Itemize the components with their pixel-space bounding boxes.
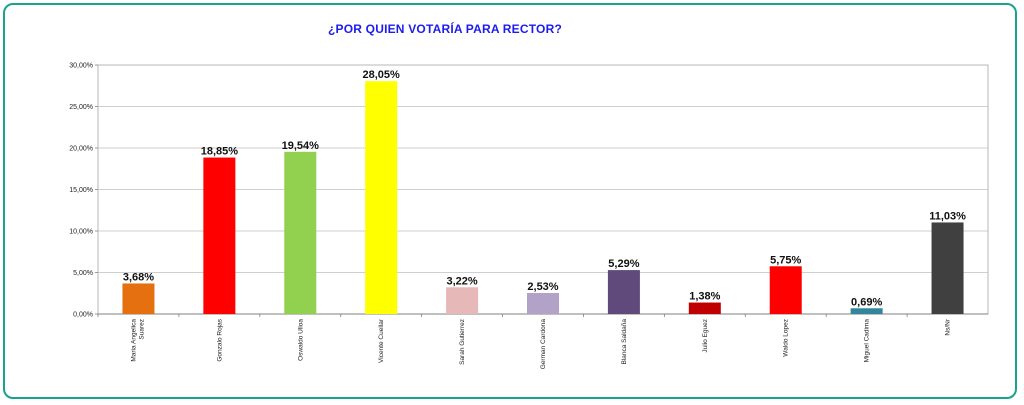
category-label: Julio Eguez — [702, 319, 709, 353]
bar — [122, 283, 155, 314]
category-label: German Cardona — [540, 319, 547, 370]
data-label: 18,85% — [201, 146, 239, 158]
category-label: Maria AngelicaSuarez — [130, 319, 145, 362]
category-label: Ns/Nr — [945, 318, 952, 335]
category-label-line: Waldo Lopez — [783, 319, 790, 357]
bar — [527, 293, 559, 314]
category-label: Gonzalo Rojas — [216, 318, 223, 361]
bar — [203, 157, 236, 314]
category-label: Waldo Lopez — [783, 319, 790, 357]
category-label: Oswaldo Ulloa — [297, 319, 304, 361]
y-tick-label: 20,00% — [69, 146, 93, 153]
bar — [931, 222, 964, 314]
category-label-line: Blanca Saldaña — [621, 319, 628, 365]
chart-title: ¿POR QUIEN VOTARÍA PARA RECTOR? — [328, 22, 562, 36]
category-label-line: German Cardona — [540, 319, 547, 370]
data-label: 11,03% — [929, 210, 966, 222]
category-label-line: Julio Eguez — [702, 319, 709, 353]
category-label: Vicente Cuellar — [378, 318, 385, 363]
data-label: 1,38% — [689, 291, 720, 303]
bar — [365, 81, 398, 314]
data-label: 19,54% — [282, 140, 320, 152]
category-label-line: Miguel Cadima — [864, 319, 871, 363]
bar — [850, 308, 883, 314]
y-tick-label: 30,00% — [69, 63, 93, 70]
y-tick-label: 0,00% — [73, 312, 93, 319]
category-label-line: Ns/Nr — [945, 318, 952, 335]
data-label: 5,75% — [770, 254, 801, 266]
category-label-line: Oswaldo Ulloa — [297, 319, 304, 361]
category-label-line: Suarez — [138, 319, 145, 340]
category-label: Miguel Cadima — [864, 319, 871, 363]
y-tick-label: 15,00% — [69, 187, 93, 194]
bar — [769, 266, 802, 314]
data-label: 2,53% — [527, 281, 558, 293]
y-tick-label: 10,00% — [69, 229, 93, 236]
bar — [688, 302, 721, 314]
category-label: Sarah Gutierrez — [459, 319, 466, 365]
bar — [446, 287, 479, 314]
y-tick-label: 5,00% — [73, 270, 93, 277]
category-label-line: Maria Angelica — [130, 319, 137, 362]
y-tick-label: 25,00% — [69, 104, 93, 111]
category-label-line: Gonzalo Rojas — [216, 318, 223, 361]
data-label: 28,05% — [363, 69, 401, 81]
data-label: 3,68% — [123, 271, 154, 283]
category-label-line: Vicente Cuellar — [378, 318, 385, 363]
category-label: Blanca Saldaña — [621, 319, 628, 365]
bar — [284, 151, 317, 314]
data-label: 0,69% — [851, 296, 882, 308]
data-label: 5,29% — [608, 258, 639, 270]
data-label: 3,22% — [446, 275, 477, 287]
category-label-line: Sarah Gutierrez — [459, 319, 466, 365]
bar — [607, 270, 640, 314]
